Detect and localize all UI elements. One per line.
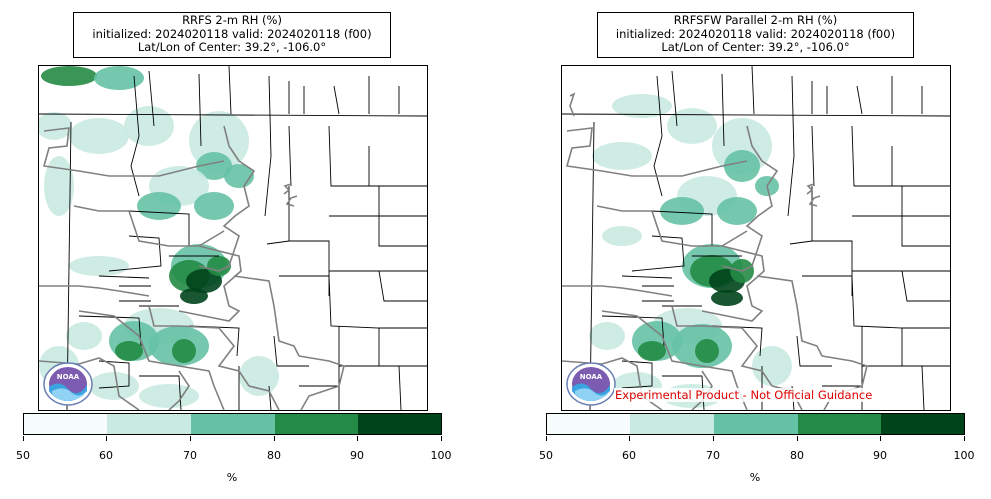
right-tick-label: 70 <box>706 449 720 462</box>
rh-patch <box>172 339 196 363</box>
right-tick-label: 60 <box>622 449 636 462</box>
rh-patch <box>660 197 704 225</box>
rh-patch <box>94 66 144 90</box>
right-title-line3: Lat/Lon of Center: 39.2°, -106.0° <box>661 40 850 54</box>
rh-patch <box>115 341 143 361</box>
rh-patch <box>592 142 652 170</box>
right-colorbar-bin-90-100 <box>880 414 965 434</box>
left-colorbar-bin-70-80 <box>191 414 275 434</box>
right-map <box>561 65 951 411</box>
rh-patch <box>41 66 97 86</box>
left-colorbar-bin-90-100 <box>357 414 442 434</box>
left-tick-label: 50 <box>16 449 30 462</box>
left-tick-mark <box>274 436 275 441</box>
right-colorbar <box>546 413 965 435</box>
right-colorbar-unit: % <box>749 471 761 484</box>
left-title-line3: Lat/Lon of Center: 39.2°, -106.0° <box>137 40 327 54</box>
rh-patch <box>66 322 102 350</box>
rh-patch <box>717 197 757 225</box>
left-colorbar-unit: % <box>226 471 238 484</box>
left-title-line1: RRFS 2-m RH (%) <box>182 13 282 27</box>
rh-patch <box>69 118 129 154</box>
left-tick-mark <box>106 436 107 441</box>
right-tick-label: 50 <box>539 449 553 462</box>
rh-patch <box>724 150 760 182</box>
right-tick-label: 80 <box>790 449 804 462</box>
right-tick-label: 90 <box>873 449 887 462</box>
left-map-title: RRFS 2-m RH (%) initialized: 2024020118 … <box>73 12 391 58</box>
right-tick-mark <box>713 436 714 441</box>
rh-patch <box>711 290 743 306</box>
rh-patch <box>589 322 625 350</box>
left-tick-mark <box>441 436 442 441</box>
right-noaa-logo: NOAA <box>565 361 617 411</box>
left-map <box>38 65 428 411</box>
experimental-disclaimer: Experimental Product - Not Official Guid… <box>614 388 874 402</box>
right-title-line2: initialized: 2024020118 valid: 202402011… <box>615 26 896 41</box>
left-panel: RRFS 2-m RH (%) initialized: 2024020118 … <box>0 0 495 499</box>
rh-patch <box>752 346 792 386</box>
rh-patch <box>207 256 231 276</box>
rh-patch <box>612 94 672 118</box>
left-colorbar <box>23 413 442 435</box>
rh-patch <box>180 288 208 304</box>
left-logo-text: NOAA <box>57 373 80 381</box>
rh-patch <box>194 192 234 220</box>
right-colorbar-bin-50-60 <box>547 414 632 434</box>
right-tick-mark <box>546 436 547 441</box>
rh-patch <box>124 106 174 146</box>
left-state-lines <box>39 125 345 410</box>
rh-patch <box>39 112 72 140</box>
left-tick-label: 90 <box>350 449 364 462</box>
right-colorbar-bin-80-90 <box>797 414 881 434</box>
left-map-canvas <box>39 66 427 410</box>
rh-patch <box>139 384 199 408</box>
right-title-line1: RRFSFW Parallel 2-m RH (%) <box>673 13 838 27</box>
rh-patch <box>667 108 717 144</box>
left-tick-label: 70 <box>183 449 197 462</box>
rh-patch <box>638 341 666 361</box>
right-colorbar-bin-70-80 <box>714 414 798 434</box>
left-county-lines <box>39 66 427 410</box>
right-map-canvas <box>562 66 950 410</box>
left-tick-label: 60 <box>99 449 113 462</box>
right-tick-label: 100 <box>953 449 975 462</box>
left-tick-mark <box>23 436 24 441</box>
right-tick-mark <box>964 436 965 441</box>
right-logo-text: NOAA <box>580 373 603 381</box>
left-colorbar-bin-50-60 <box>24 414 109 434</box>
left-tick-mark <box>357 436 358 441</box>
left-tick-label: 100 <box>430 449 452 462</box>
left-tick-mark <box>190 436 191 441</box>
right-map-title: RRFSFW Parallel 2-m RH (%) initialized: … <box>597 12 914 58</box>
right-logo-wave-light <box>575 388 609 401</box>
right-tick-mark <box>880 436 881 441</box>
left-tick-label: 80 <box>267 449 281 462</box>
right-tick-mark <box>629 436 630 441</box>
rh-patch <box>44 156 74 216</box>
left-colorbar-bin-60-70 <box>108 414 192 434</box>
left-logo-wave-light <box>52 388 86 401</box>
rh-patch <box>69 256 129 276</box>
right-tick-mark <box>797 436 798 441</box>
left-title-line2: initialized: 2024020118 valid: 202402011… <box>92 26 372 41</box>
right-rh-field <box>589 94 792 408</box>
rh-patch <box>196 152 232 180</box>
rh-patch <box>89 372 139 400</box>
left-rh-field <box>39 66 279 408</box>
right-colorbar-bin-60-70 <box>631 414 715 434</box>
rh-patch <box>602 226 642 246</box>
left-colorbar-bin-80-90 <box>274 414 358 434</box>
left-noaa-logo: NOAA <box>42 361 94 411</box>
rh-patch <box>695 339 719 363</box>
rh-patch <box>186 269 222 293</box>
